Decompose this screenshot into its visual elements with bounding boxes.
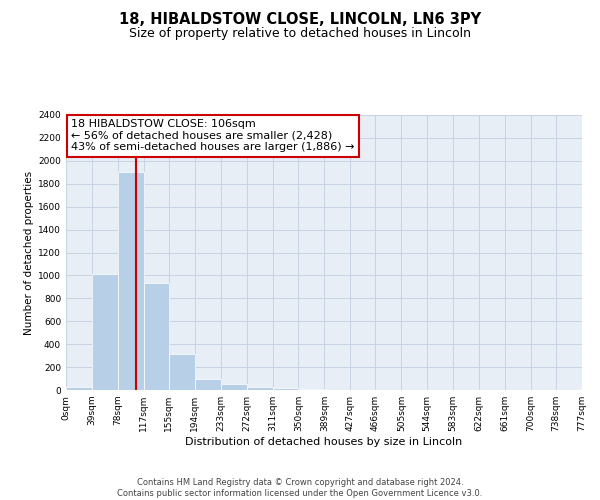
Bar [195,378,221,390]
Text: 18 HIBALDSTOW CLOSE: 106sqm
← 56% of detached houses are smaller (2,428)
43% of : 18 HIBALDSTOW CLOSE: 106sqm ← 56% of det… [71,119,355,152]
Text: 18, HIBALDSTOW CLOSE, LINCOLN, LN6 3PY: 18, HIBALDSTOW CLOSE, LINCOLN, LN6 3PY [119,12,481,28]
Bar [66,386,92,390]
Bar [221,384,247,390]
Bar [247,386,272,390]
Y-axis label: Number of detached properties: Number of detached properties [24,170,34,334]
Bar [143,284,169,390]
Bar [272,388,298,390]
Text: Size of property relative to detached houses in Lincoln: Size of property relative to detached ho… [129,28,471,40]
Text: Contains HM Land Registry data © Crown copyright and database right 2024.
Contai: Contains HM Land Registry data © Crown c… [118,478,482,498]
Bar [169,354,195,390]
X-axis label: Distribution of detached houses by size in Lincoln: Distribution of detached houses by size … [185,437,463,447]
Bar [92,274,118,390]
Bar [118,172,143,390]
